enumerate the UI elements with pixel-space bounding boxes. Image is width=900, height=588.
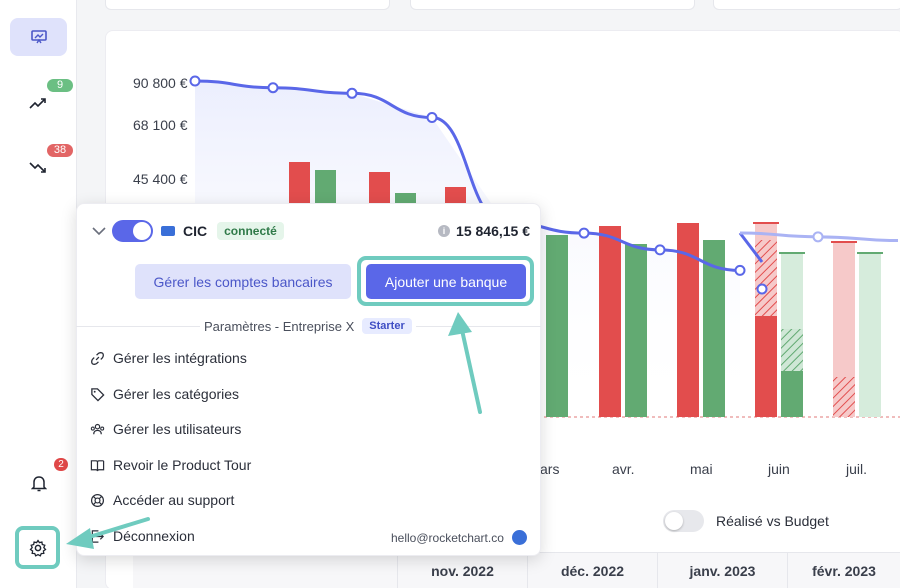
outflows-badge: 38 — [47, 144, 73, 157]
toggle-switch[interactable] — [663, 510, 704, 532]
menu-item-logout[interactable]: Déconnexion — [90, 526, 195, 546]
lifebuoy-icon — [90, 493, 105, 507]
forecast-inflow-bar — [859, 254, 881, 417]
balance-point — [756, 283, 768, 295]
x-tick-label: avr. — [612, 461, 635, 477]
realised-inflow-bar — [781, 371, 803, 417]
bank-balance: i 15 846,15 € — [438, 223, 530, 239]
y-tick-label: 45 400 € — [133, 171, 188, 187]
users-icon — [90, 423, 105, 434]
settings-section-label: Paramètres - Entreprise X — [204, 318, 355, 334]
forecast-outflow-hatch — [755, 240, 777, 316]
balance-line-segment — [738, 232, 764, 263]
balance-point — [654, 244, 666, 256]
menu-item-label: Revoir le Product Tour — [113, 457, 252, 473]
forecast-outflow-bar — [833, 243, 855, 417]
tag-icon — [91, 387, 105, 402]
kpi-card — [713, 0, 900, 10]
bell-icon — [31, 476, 47, 492]
balance-point — [189, 75, 201, 87]
balance-point — [426, 112, 438, 124]
sidebar-item-outflows[interactable] — [22, 155, 54, 181]
menu-item-users[interactable]: Gérer les utilisateurs — [90, 419, 241, 439]
toggle-label: Réalisé vs Budget — [716, 513, 829, 529]
month-header: janv. 2023 — [657, 552, 787, 588]
highlight-frame — [357, 256, 534, 306]
balance-point — [734, 264, 746, 276]
x-tick-label: juil. — [846, 461, 868, 477]
chevron-down-icon[interactable] — [90, 222, 108, 240]
settings-section-header: Paramètres - Entreprise X Starter — [200, 318, 416, 334]
link-icon — [91, 351, 104, 365]
menu-item-integrations[interactable]: Gérer les intégrations — [90, 348, 247, 368]
balance-point — [267, 82, 279, 94]
notifications-badge: 2 — [54, 458, 68, 471]
x-tick-label: juin — [768, 461, 790, 477]
forecast-point — [812, 231, 824, 243]
balance-point — [578, 227, 590, 239]
balance-value: 15 846,15 € — [456, 223, 530, 239]
kpi-card — [105, 0, 390, 10]
balance-line — [194, 79, 741, 272]
inflow-bar — [546, 235, 568, 417]
manage-bank-accounts-button[interactable]: Gérer les comptes bancaires — [135, 264, 351, 299]
y-tick-label: 90 800 € — [133, 75, 188, 91]
month-header: nov. 2022 — [397, 552, 527, 588]
outflow-bar — [677, 223, 699, 417]
kpi-card — [410, 0, 695, 10]
table-header — [133, 552, 900, 588]
logout-icon — [91, 529, 104, 543]
trending-up-icon — [29, 98, 46, 109]
forecast-outflow-hatch — [833, 377, 855, 417]
bank-enabled-toggle[interactable] — [112, 220, 153, 242]
book-icon — [90, 459, 105, 471]
trending-down-icon — [29, 162, 46, 173]
menu-item-label: Gérer les catégories — [113, 386, 240, 402]
sidebar-item-dashboard[interactable] — [10, 18, 67, 56]
add-bank-button[interactable]: Ajouter une banque — [366, 264, 526, 299]
month-header: févr. 2023 — [787, 552, 900, 588]
forecast-inflow-hatch — [781, 329, 803, 371]
outflow-bar — [599, 226, 621, 417]
x-tick-label: mai — [690, 461, 713, 477]
globe-icon[interactable] — [511, 530, 527, 545]
status-badge: connecté — [217, 222, 284, 240]
inflow-bar — [625, 244, 647, 417]
menu-item-label: Déconnexion — [113, 528, 195, 544]
menu-item-categories[interactable]: Gérer les catégories — [90, 384, 239, 404]
email-text: hello@rocketchart.co — [391, 530, 504, 545]
y-tick-label: 68 100 € — [133, 117, 188, 133]
inflow-bar — [703, 240, 725, 417]
realised-outflow-bar — [755, 316, 777, 417]
month-header: déc. 2022 — [527, 552, 657, 588]
notifications-button[interactable] — [26, 470, 52, 496]
menu-item-support[interactable]: Accéder au support — [90, 490, 234, 510]
bank-name: CIC — [183, 223, 208, 239]
sidebar: 9 38 2 — [0, 0, 77, 588]
x-tick-label: ars — [540, 461, 560, 477]
settings-button[interactable] — [15, 526, 60, 569]
menu-item-product-tour[interactable]: Revoir le Product Tour — [90, 455, 251, 475]
balance-point — [346, 87, 358, 99]
menu-item-label: Gérer les utilisateurs — [113, 421, 242, 437]
inflows-badge: 9 — [47, 79, 73, 92]
menu-item-label: Gérer les intégrations — [113, 350, 247, 366]
realise-vs-budget-toggle[interactable]: Réalisé vs Budget — [663, 510, 829, 532]
bank-connection-row: CIC connecté i 15 846,15 € — [90, 219, 530, 243]
info-icon: i — [438, 225, 451, 237]
presentation-chart-icon — [30, 30, 47, 44]
sidebar-item-inflows[interactable] — [22, 90, 54, 116]
menu-item-label: Accéder au support — [113, 492, 235, 508]
account-email: hello@rocketchart.co — [391, 530, 527, 545]
plan-badge: Starter — [362, 318, 412, 334]
bank-logo-icon — [161, 226, 175, 236]
gear-icon — [29, 538, 46, 557]
